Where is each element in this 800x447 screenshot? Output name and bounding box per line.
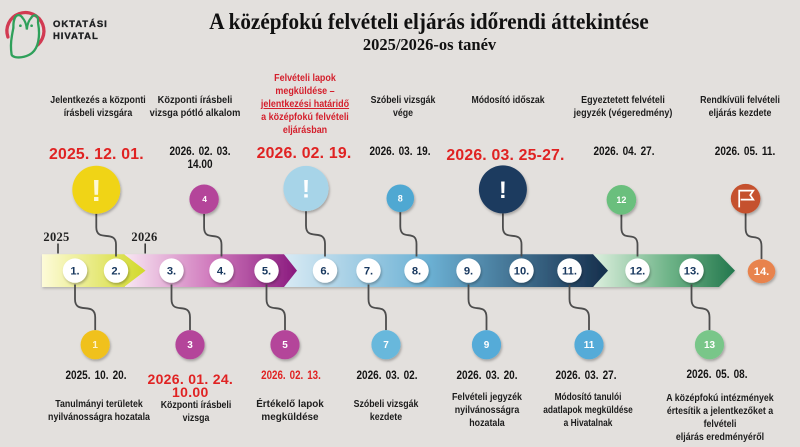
svg-text:10.: 10. [514,266,530,278]
svg-text:8: 8 [398,194,403,204]
svg-text:1: 1 [92,340,98,351]
svg-text:12.: 12. [630,266,646,278]
svg-text:5: 5 [282,340,288,351]
svg-text:2.: 2. [111,266,120,278]
svg-text:4.: 4. [217,266,226,278]
svg-text:13.: 13. [684,266,700,278]
svg-text:11: 11 [584,340,595,351]
svg-text:13: 13 [704,340,716,351]
svg-text:3: 3 [187,340,193,351]
svg-text:9.: 9. [464,266,473,278]
svg-text:7.: 7. [364,266,373,278]
svg-text:12: 12 [616,195,626,205]
svg-text:4: 4 [202,194,207,204]
svg-text:!: ! [499,177,507,204]
svg-text:7: 7 [383,340,389,351]
svg-text:6.: 6. [320,266,329,278]
svg-text:14.: 14. [754,266,770,278]
svg-text:11.: 11. [562,266,577,278]
svg-text:1.: 1. [70,266,79,278]
svg-text:9: 9 [484,340,490,351]
svg-text:!: ! [91,173,101,208]
svg-text:8.: 8. [412,266,421,278]
svg-text:!: ! [302,176,310,204]
svg-text:3.: 3. [167,266,176,278]
svg-text:5.: 5. [262,266,271,278]
